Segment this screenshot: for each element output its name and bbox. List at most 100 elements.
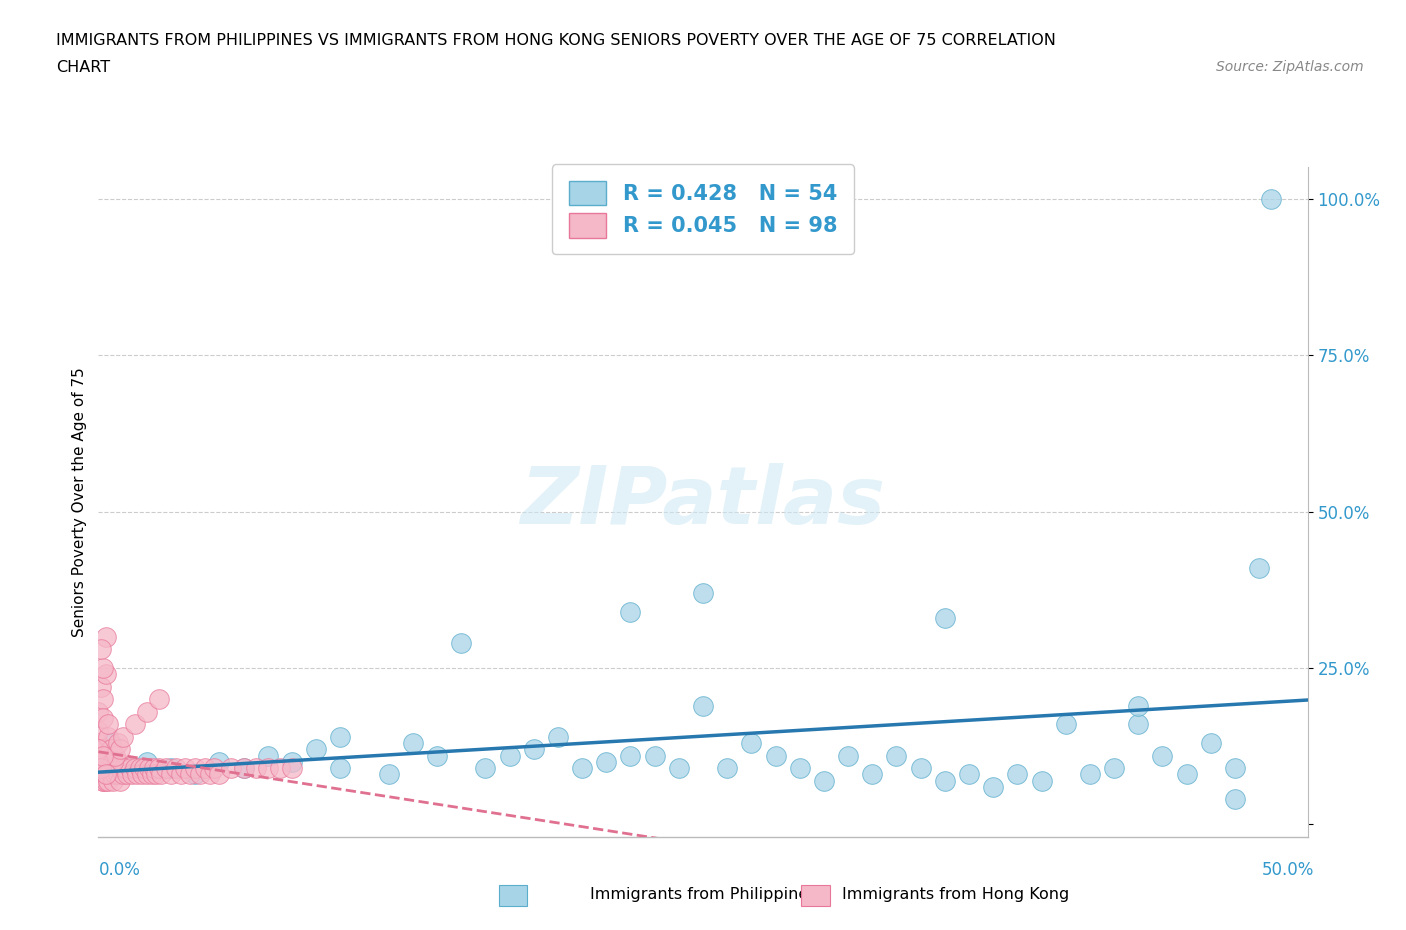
Point	[377, 767, 399, 782]
Point	[90, 761, 112, 776]
Point	[121, 767, 143, 782]
Point	[692, 698, 714, 713]
Point	[135, 704, 157, 719]
Point	[141, 767, 163, 782]
Point	[1223, 792, 1246, 807]
Text: IMMIGRANTS FROM PHILIPPINES VS IMMIGRANTS FROM HONG KONG SENIORS POVERTY OVER TH: IMMIGRANTS FROM PHILIPPINES VS IMMIGRANT…	[56, 33, 1056, 47]
Point	[87, 754, 110, 769]
Point	[134, 761, 156, 776]
Legend: R = 0.428   N = 54, R = 0.045   N = 98: R = 0.428 N = 54, R = 0.045 N = 98	[553, 165, 853, 254]
Point	[91, 767, 114, 782]
Point	[160, 767, 183, 782]
Point	[104, 761, 127, 776]
Point	[619, 749, 641, 764]
Point	[619, 604, 641, 619]
Point	[104, 749, 127, 764]
Point	[135, 767, 157, 782]
Point	[87, 736, 110, 751]
Point	[256, 749, 278, 764]
Point	[169, 767, 191, 782]
Text: Source: ZipAtlas.com: Source: ZipAtlas.com	[1216, 60, 1364, 74]
Point	[131, 767, 153, 782]
Point	[269, 761, 291, 776]
Point	[981, 779, 1004, 794]
Point	[97, 754, 120, 769]
Point	[107, 754, 129, 769]
Point	[450, 635, 472, 650]
Point	[91, 754, 114, 769]
Text: 0.0%: 0.0%	[98, 860, 141, 879]
Point	[94, 754, 117, 769]
Point	[813, 773, 835, 788]
Point	[198, 767, 221, 782]
Point	[837, 749, 859, 764]
Point	[1031, 773, 1053, 788]
Point	[94, 761, 117, 776]
Point	[668, 761, 690, 776]
Point	[221, 761, 243, 776]
Point	[188, 767, 211, 782]
Point	[155, 761, 177, 776]
Point	[118, 761, 141, 776]
Point	[111, 729, 134, 744]
Point	[498, 749, 520, 764]
Point	[91, 660, 114, 675]
Point	[97, 717, 120, 732]
Point	[87, 724, 110, 738]
Point	[90, 680, 112, 695]
Point	[184, 761, 207, 776]
Point	[94, 767, 117, 782]
Point	[108, 742, 131, 757]
Point	[1199, 736, 1222, 751]
Point	[124, 761, 146, 776]
Point	[111, 767, 134, 782]
Point	[108, 773, 131, 788]
Point	[94, 767, 117, 782]
Text: ZIPatlas: ZIPatlas	[520, 463, 886, 541]
Point	[124, 717, 146, 732]
Point	[100, 754, 122, 769]
Point	[138, 761, 160, 776]
Point	[87, 761, 110, 776]
Point	[87, 742, 110, 757]
Point	[97, 729, 120, 744]
Point	[402, 736, 425, 751]
Point	[135, 754, 157, 769]
Point	[128, 761, 150, 776]
Point	[111, 761, 134, 776]
Point	[957, 767, 980, 782]
Y-axis label: Seniors Poverty Over the Age of 75: Seniors Poverty Over the Age of 75	[72, 367, 87, 637]
Point	[184, 767, 207, 782]
Point	[107, 767, 129, 782]
Point	[571, 761, 593, 776]
Point	[934, 610, 956, 625]
Point	[94, 761, 117, 776]
Point	[94, 667, 117, 682]
Point	[1249, 561, 1271, 576]
Point	[160, 761, 183, 776]
Point	[87, 767, 110, 782]
Point	[91, 749, 114, 764]
Point	[107, 736, 129, 751]
Point	[90, 749, 112, 764]
Text: Immigrants from Hong Kong: Immigrants from Hong Kong	[842, 887, 1070, 902]
Point	[101, 754, 124, 769]
Point	[100, 736, 122, 751]
Point	[148, 761, 170, 776]
Point	[91, 761, 114, 776]
Point	[245, 761, 267, 776]
Point	[94, 749, 117, 764]
Point	[1260, 192, 1282, 206]
Point	[692, 586, 714, 601]
Point	[860, 767, 883, 782]
Point	[101, 773, 124, 788]
Point	[101, 767, 124, 782]
Point	[94, 630, 117, 644]
Point	[1054, 717, 1077, 732]
Point	[90, 742, 112, 757]
Point	[232, 761, 254, 776]
Point	[1223, 761, 1246, 776]
Point	[108, 761, 131, 776]
Point	[90, 642, 112, 657]
Point	[765, 749, 787, 764]
